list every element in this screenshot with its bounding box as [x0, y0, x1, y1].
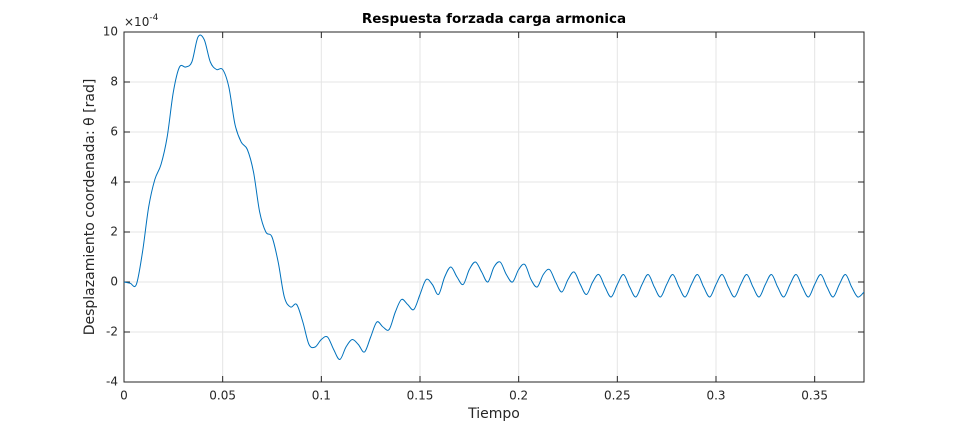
y-tick-label: 4 [110, 175, 118, 189]
y-tick-label: -2 [106, 325, 118, 339]
chart-title: Respuesta forzada carga armonica [362, 11, 626, 27]
x-tick-label: 0.05 [209, 389, 236, 403]
x-tick-label: 0.3 [706, 389, 725, 403]
data-line [124, 34, 864, 360]
y-tick-label: 8 [110, 75, 118, 89]
plot-area [124, 32, 864, 382]
y-tick-label: 6 [110, 125, 118, 139]
y-multiplier: ×10-4 [124, 13, 159, 29]
y-tick-label: 0 [110, 275, 118, 289]
axes-box [123, 31, 865, 383]
x-tick-label: 0.25 [604, 389, 631, 403]
x-tick-label: 0.35 [801, 389, 828, 403]
x-tick-label: 0.1 [312, 389, 331, 403]
y-tick-label: 10 [103, 25, 118, 39]
x-tick-label: 0.15 [407, 389, 434, 403]
y-multiplier-base: ×10 [124, 15, 149, 29]
y-multiplier-exponent: -4 [149, 13, 158, 23]
y-axis-label: Desplazamiento coordenada: θ [rad] [82, 79, 98, 336]
y-tick-label: -4 [106, 375, 118, 389]
x-tick-label: 0.2 [509, 389, 528, 403]
x-tick-label: 0 [120, 389, 128, 403]
x-axis-label: Tiempo [467, 406, 520, 422]
y-tick-label: 2 [110, 225, 118, 239]
